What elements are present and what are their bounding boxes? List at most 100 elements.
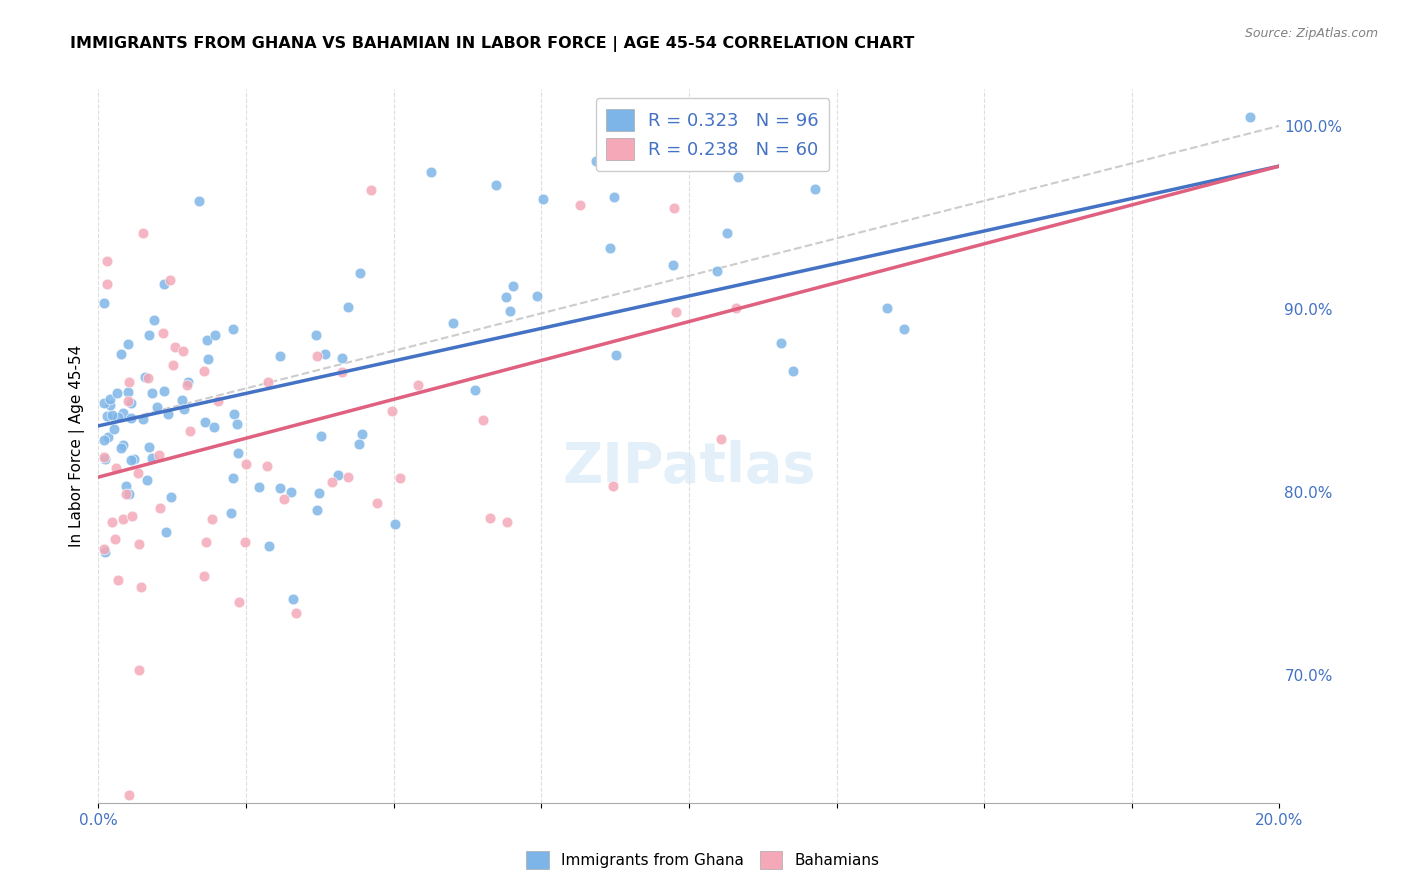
Point — [107, 409, 129, 424]
Point — [128, 537, 150, 551]
Point — [352, 427, 374, 442]
Point — [568, 198, 591, 212]
Point — [152, 277, 174, 291]
Point — [204, 328, 226, 343]
Point — [104, 461, 127, 475]
Point — [172, 343, 194, 358]
Point — [98, 392, 121, 406]
Point — [193, 569, 215, 583]
Text: ZIPatlas: ZIPatlas — [562, 441, 815, 494]
Legend: R = 0.323   N = 96, R = 0.238   N = 60: R = 0.323 N = 96, R = 0.238 N = 60 — [596, 98, 830, 171]
Point — [314, 347, 336, 361]
Point — [145, 401, 167, 415]
Point — [96, 254, 118, 268]
Point — [273, 492, 295, 507]
Point — [876, 301, 898, 316]
Point — [257, 540, 280, 554]
Point — [269, 481, 291, 495]
Point — [117, 337, 139, 351]
Point — [115, 479, 138, 493]
Point — [257, 375, 280, 389]
Point — [330, 365, 353, 379]
Point — [121, 508, 143, 523]
Point — [138, 327, 160, 342]
Point — [131, 226, 153, 240]
Point — [384, 517, 406, 532]
Point — [603, 190, 626, 204]
Point — [305, 328, 328, 343]
Point — [495, 290, 517, 304]
Point — [96, 277, 118, 291]
Point — [173, 402, 195, 417]
Point — [194, 415, 217, 429]
Point — [280, 485, 302, 500]
Point — [105, 386, 128, 401]
Point — [305, 349, 328, 363]
Point — [188, 194, 211, 208]
Point — [128, 663, 150, 677]
Point — [202, 420, 225, 434]
Y-axis label: In Labor Force | Age 45-54: In Labor Force | Age 45-54 — [69, 345, 84, 547]
Point — [662, 259, 685, 273]
Point — [326, 467, 349, 482]
Point — [136, 371, 159, 385]
Point — [176, 377, 198, 392]
Point — [599, 242, 621, 256]
Point — [305, 503, 328, 517]
Text: Source: ZipAtlas.com: Source: ZipAtlas.com — [1244, 27, 1378, 40]
Point — [226, 446, 249, 460]
Point — [148, 448, 170, 462]
Point — [441, 316, 464, 330]
Point — [233, 534, 256, 549]
Point — [112, 438, 135, 452]
Point — [162, 358, 184, 372]
Point — [114, 487, 136, 501]
Point — [156, 407, 179, 421]
Point — [141, 450, 163, 465]
Point — [112, 406, 135, 420]
Point — [495, 516, 517, 530]
Point — [330, 351, 353, 365]
Point — [485, 178, 508, 192]
Point — [219, 506, 242, 520]
Point — [605, 348, 627, 362]
Point — [141, 385, 163, 400]
Point — [120, 411, 142, 425]
Point — [152, 326, 174, 340]
Point — [585, 154, 607, 169]
Point — [127, 466, 149, 480]
Point — [716, 227, 738, 241]
Point — [665, 305, 688, 319]
Point — [104, 532, 127, 546]
Point — [93, 434, 115, 448]
Point — [149, 501, 172, 516]
Point — [464, 383, 486, 397]
Point — [235, 457, 257, 471]
Point — [112, 512, 135, 526]
Point — [94, 545, 117, 559]
Point — [131, 412, 153, 426]
Point — [136, 473, 159, 487]
Point — [337, 470, 360, 484]
Point — [308, 486, 330, 500]
Point — [118, 788, 141, 802]
Point — [138, 440, 160, 454]
Point — [664, 202, 686, 216]
Point — [107, 574, 129, 588]
Point — [197, 352, 219, 367]
Point — [193, 364, 215, 378]
Point — [347, 437, 370, 451]
Point — [122, 452, 145, 467]
Point — [321, 475, 343, 490]
Point — [96, 409, 118, 424]
Point — [159, 273, 181, 287]
Point — [142, 312, 165, 326]
Point — [366, 495, 388, 509]
Point — [247, 480, 270, 494]
Point — [118, 375, 141, 389]
Point — [194, 535, 217, 549]
Point — [103, 422, 125, 436]
Point — [419, 165, 441, 179]
Point — [222, 321, 245, 335]
Point — [526, 289, 548, 303]
